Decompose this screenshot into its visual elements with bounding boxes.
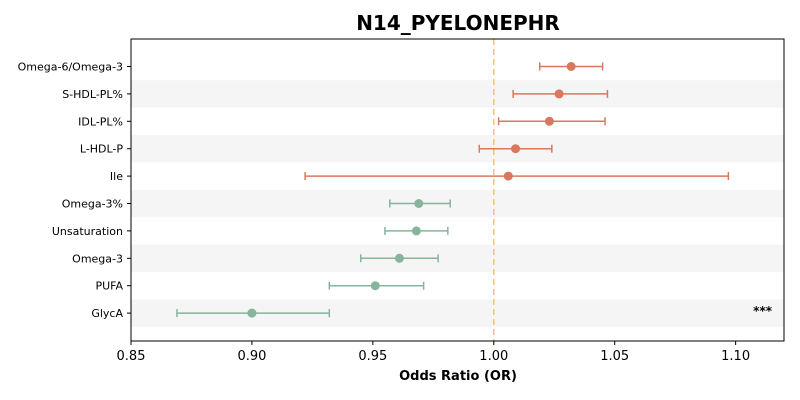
y-tick-label: GlycA: [91, 307, 123, 320]
or-point: [503, 171, 513, 181]
row-bands: [131, 80, 784, 327]
y-tick-label: Unsaturation: [52, 225, 123, 238]
or-point: [370, 281, 380, 291]
significance-label: ***: [753, 304, 773, 318]
y-tick-label: IDL-PL%: [78, 115, 123, 128]
y-tick-label: Omega-6/Omega-3: [18, 61, 123, 74]
row-band: [131, 244, 784, 272]
or-point: [554, 89, 564, 99]
or-point: [566, 62, 576, 71]
row-band: [131, 135, 784, 163]
row-band: [131, 80, 784, 108]
row-band: [131, 189, 784, 218]
y-tick-label: PUFA: [95, 280, 123, 293]
or-point: [394, 253, 404, 263]
x-tick-label: 1.00: [479, 349, 508, 364]
x-tick-label: 1.05: [600, 349, 629, 364]
plot-frame: [130, 38, 785, 342]
x-tick-label: 0.85: [117, 349, 146, 364]
y-tick-label: Omega-3: [72, 252, 123, 265]
x-tick-label: 0.95: [358, 349, 387, 364]
significance-labels: ***: [753, 304, 773, 318]
x-tick-label: 0.90: [237, 349, 266, 364]
y-tick-label: S-HDL-PL%: [62, 88, 123, 101]
x-axis-label: Odds Ratio (OR): [399, 369, 517, 384]
y-tick-label: Ile: [110, 170, 123, 183]
y-tick-label: Omega-3%: [62, 198, 123, 211]
or-point: [414, 199, 424, 208]
or-point: [247, 308, 257, 318]
or-point: [511, 144, 521, 154]
y-tick-label: L-HDL-P: [80, 143, 124, 156]
or-point: [411, 226, 421, 236]
x-axis-ticks: 0.85 0.90 0.95 1.00 1.05 1.10: [117, 341, 750, 364]
chart-title: N14_PYELONEPHR: [356, 11, 560, 35]
x-tick-label: 1.10: [721, 349, 750, 364]
point-estimates: [247, 62, 576, 318]
or-point: [544, 116, 554, 126]
y-axis-ticks: Omega-6/Omega-3 S-HDL-PL% IDL-PL% L-HDL-P Il…: [18, 61, 131, 320]
